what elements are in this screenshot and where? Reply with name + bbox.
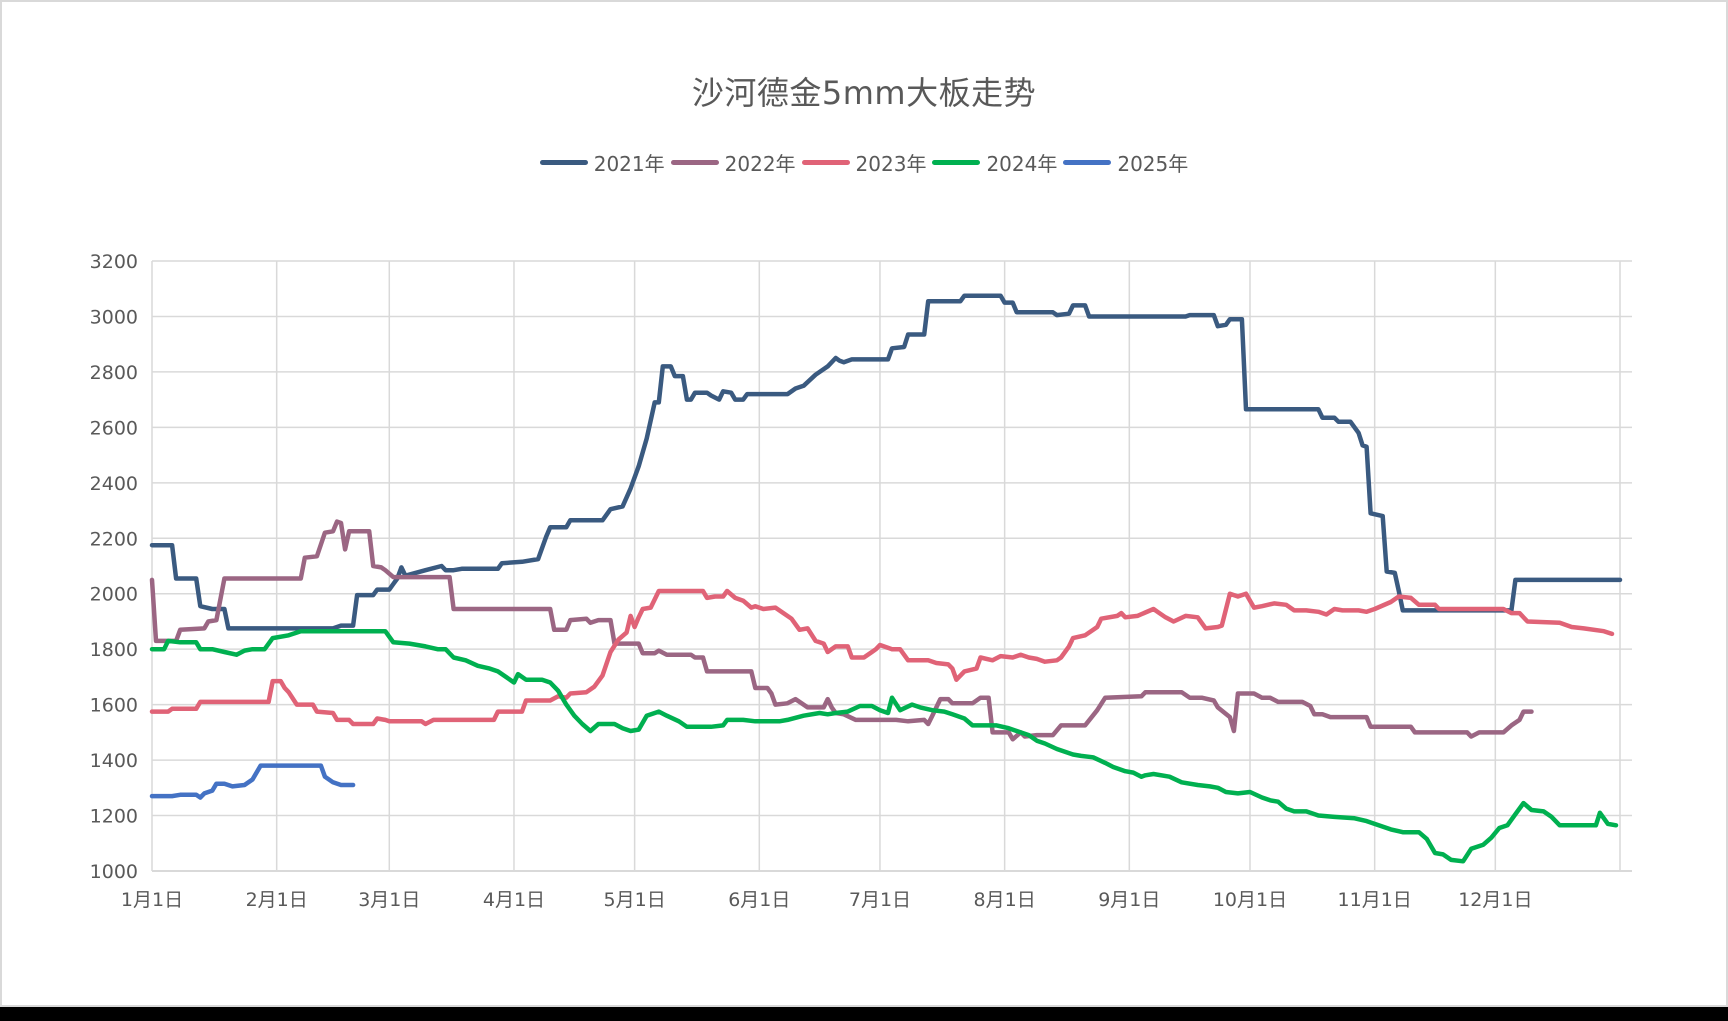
legend-item-2025[interactable]: 2025年 xyxy=(1063,148,1188,177)
legend-label-2024: 2024年 xyxy=(986,152,1058,176)
y-tick-label: 1000 xyxy=(90,861,138,883)
y-tick-label: 3000 xyxy=(90,306,138,328)
y-tick-label: 2400 xyxy=(90,473,138,495)
y-tick-label: 1800 xyxy=(90,639,138,661)
legend-label-2023: 2023年 xyxy=(855,152,927,176)
legend-swatch-2023 xyxy=(801,160,850,165)
x-axis-ticks: 1月1日 2月1日 3月1日 4月1日 5月1日 6月1日 7月1日 8月1日 9月1日 10月1… xyxy=(121,889,1533,911)
y-tick-label: 1600 xyxy=(90,695,138,717)
x-tick-label: 5月1日 xyxy=(604,889,666,911)
y-tick-label: 2200 xyxy=(90,528,138,550)
y-tick-label: 2800 xyxy=(90,362,138,384)
chart-title: 沙河德金5mm大板走势 xyxy=(691,74,1037,112)
x-tick-label: 4月1日 xyxy=(483,889,545,911)
x-tick-label: 3月1日 xyxy=(358,889,420,911)
x-tick-label: 2月1日 xyxy=(246,889,308,911)
legend-label-2022: 2022年 xyxy=(724,152,796,176)
series-line-2025 xyxy=(149,763,356,800)
series-line-2024 xyxy=(149,628,1619,864)
legend-label-2025: 2025年 xyxy=(1117,152,1189,176)
series-line-2023 xyxy=(149,588,1615,727)
legend-item-2023[interactable]: 2023年 xyxy=(801,148,927,177)
y-tick-label: 3200 xyxy=(90,251,138,273)
y-tick-label: 1200 xyxy=(90,806,138,828)
x-gridlines xyxy=(151,261,1621,871)
series-lines xyxy=(149,293,1623,864)
legend-swatch-2022 xyxy=(670,160,719,165)
x-tick-label: 8月1日 xyxy=(974,889,1036,911)
chart-legend: 2021年 2022年 2023年 2024年 2025年 xyxy=(0,148,1728,177)
legend-swatch-2025 xyxy=(1063,160,1112,165)
y-tick-label: 2600 xyxy=(90,417,138,439)
legend-swatch-2024 xyxy=(932,160,981,165)
legend-label-2021: 2021年 xyxy=(593,152,665,176)
legend-item-2022[interactable]: 2022年 xyxy=(670,148,796,177)
y-tick-label: 1400 xyxy=(90,750,138,772)
legend-item-2024[interactable]: 2024年 xyxy=(932,148,1057,177)
x-tick-label: 7月1日 xyxy=(849,889,911,911)
x-tick-label: 9月1日 xyxy=(1098,889,1160,911)
x-tick-label: 10月1日 xyxy=(1213,889,1287,911)
legend-item-2021[interactable]: 2021年 xyxy=(539,148,665,177)
y-tick-label: 2000 xyxy=(90,584,138,606)
x-tick-label: 11月1日 xyxy=(1338,889,1412,911)
legend-swatch-2021 xyxy=(539,160,588,165)
series-line-2021 xyxy=(149,293,1623,631)
x-tick-label: 6月1日 xyxy=(728,889,790,911)
x-tick-label: 12月1日 xyxy=(1458,889,1532,911)
y-axis-ticks: 1000 1200 1400 1600 1800 2000 2200 2400 2600 2800… xyxy=(90,251,138,883)
x-tick-label: 1月1日 xyxy=(121,889,183,911)
y-gridlines xyxy=(152,260,1632,872)
